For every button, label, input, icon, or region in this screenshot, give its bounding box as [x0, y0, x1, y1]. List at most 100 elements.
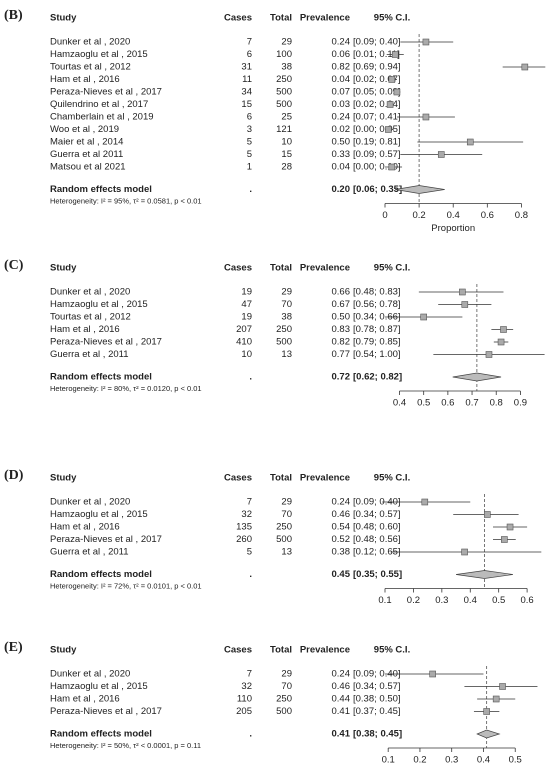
prevalence: 0.54: [332, 522, 351, 533]
cases: 32: [241, 509, 252, 520]
prevalence: 0.44: [332, 694, 351, 705]
cases: 32: [241, 681, 252, 692]
prevalence: 0.82: [332, 62, 351, 73]
total: 15: [281, 149, 292, 160]
column-header: Cases: [224, 645, 252, 656]
study-name: Peraza-Nieves et al , 2017: [50, 706, 162, 717]
prevalence: 0.24: [332, 37, 351, 48]
prevalence: 0.77: [332, 349, 351, 360]
study-name: Maier et al , 2014: [50, 137, 123, 148]
heterogeneity: Heterogeneity: I² = 95%, τ² = 0.0581, p …: [50, 196, 202, 205]
x-tick-label: 0.1: [382, 755, 395, 764]
pooled-label: Random effects model: [50, 184, 152, 195]
study-name: Ham et al , 2016: [50, 74, 120, 85]
study-estimate: [422, 113, 430, 121]
total: 29: [281, 669, 292, 680]
prevalence: 0.38: [332, 547, 351, 558]
prevalence: 0.02: [332, 124, 351, 135]
x-tick-label: 0.5: [417, 398, 430, 409]
cases: 6: [247, 112, 252, 123]
ci-label: [0.56; 0.78]: [353, 299, 401, 310]
ci-label: [0.12; 0.65]: [353, 547, 401, 558]
study-name: Guerra et al 2011: [50, 149, 123, 160]
pooled-cases: .: [249, 184, 252, 195]
column-header: Study: [50, 263, 77, 274]
study-estimate: [492, 695, 500, 703]
prevalence: 0.50: [332, 137, 351, 148]
ci-label: [0.38; 0.50]: [353, 694, 401, 705]
ci-label: [0.09; 0.40]: [353, 37, 401, 48]
study-name: Dunker et al , 2020: [50, 37, 130, 48]
pooled-ci: [0.06; 0.35]: [353, 184, 402, 195]
total: 100: [276, 49, 292, 60]
study-estimate: [461, 548, 468, 556]
pooled-cases: .: [249, 372, 252, 383]
total: 500: [276, 87, 292, 98]
ci-label: [0.54; 1.00]: [353, 349, 401, 360]
column-header: Prevalence: [300, 13, 350, 24]
study-name: Hamzaoglu et al , 2015: [50, 49, 148, 60]
x-tick-label: 0.8: [490, 398, 503, 409]
pooled-label: Random effects model: [50, 729, 152, 740]
study-name: Guerra et al , 2011: [50, 349, 129, 360]
study-estimate: [422, 38, 430, 46]
x-tick-label: 0.8: [515, 210, 528, 221]
study-estimate: [388, 163, 396, 171]
total: 13: [281, 349, 292, 360]
x-tick-label: 0.4: [447, 210, 460, 221]
column-header: Total: [270, 645, 292, 656]
panel-label: (B): [4, 8, 23, 23]
prevalence: 0.33: [332, 149, 351, 160]
study-name: Hamzaoglu et al , 2015: [50, 681, 148, 692]
prevalence: 0.66: [332, 287, 351, 298]
study-estimate: [461, 301, 469, 308]
ci-label: [0.78; 0.87]: [353, 324, 401, 335]
study-name: Tourtas et al , 2012: [50, 62, 131, 73]
pooled-prevalence: 0.45: [332, 569, 351, 580]
study-name: Peraza-Nieves et al , 2017: [50, 534, 162, 545]
study-name: Hamzaoglu et al , 2015: [50, 299, 148, 310]
x-tick-label: 0: [382, 210, 387, 221]
study-estimate: [466, 138, 474, 146]
study-estimate: [499, 683, 506, 690]
prevalence: 0.06: [332, 49, 351, 60]
cases: 7: [247, 37, 252, 48]
cases: 135: [236, 522, 252, 533]
total: 250: [276, 324, 292, 335]
x-tick-label: 0.2: [413, 755, 426, 764]
ci-label: [0.09; 0.57]: [353, 149, 401, 160]
column-header: 95% C.I.: [374, 473, 410, 484]
column-header: Total: [270, 13, 292, 24]
total: 250: [276, 694, 292, 705]
x-tick-label: 0.6: [441, 398, 454, 409]
total: 25: [281, 112, 292, 123]
x-tick-label: 0.5: [492, 595, 505, 606]
study-name: Peraza-Nieves et al , 2017: [50, 337, 162, 348]
x-tick-label: 0.9: [514, 398, 527, 409]
column-header: Cases: [224, 263, 252, 274]
pooled-ci: [0.38; 0.45]: [353, 729, 402, 740]
cases: 5: [247, 137, 252, 148]
study-name: Guerra et al , 2011: [50, 547, 129, 558]
cases: 260: [236, 534, 252, 545]
total: 70: [281, 681, 292, 692]
column-header: Cases: [224, 13, 252, 24]
total: 29: [281, 287, 292, 298]
column-header: Prevalence: [300, 263, 350, 274]
total: 250: [276, 74, 292, 85]
total: 10: [281, 137, 292, 148]
column-header: Prevalence: [300, 645, 350, 656]
column-header: Study: [50, 13, 77, 24]
study-estimate: [393, 88, 401, 96]
cases: 205: [236, 706, 252, 717]
pooled-diamond: [452, 372, 502, 382]
cases: 5: [247, 149, 252, 160]
cases: 7: [247, 669, 252, 680]
column-header: Prevalence: [300, 473, 350, 484]
ci-label: [0.19; 0.81]: [353, 137, 401, 148]
column-header: 95% C.I.: [374, 263, 410, 274]
cases: 3: [247, 124, 252, 135]
x-tick-label: 0.3: [445, 755, 458, 764]
ci-label: [0.05; 0.09]: [353, 87, 401, 98]
ci-label: [0.34; 0.66]: [353, 312, 401, 323]
